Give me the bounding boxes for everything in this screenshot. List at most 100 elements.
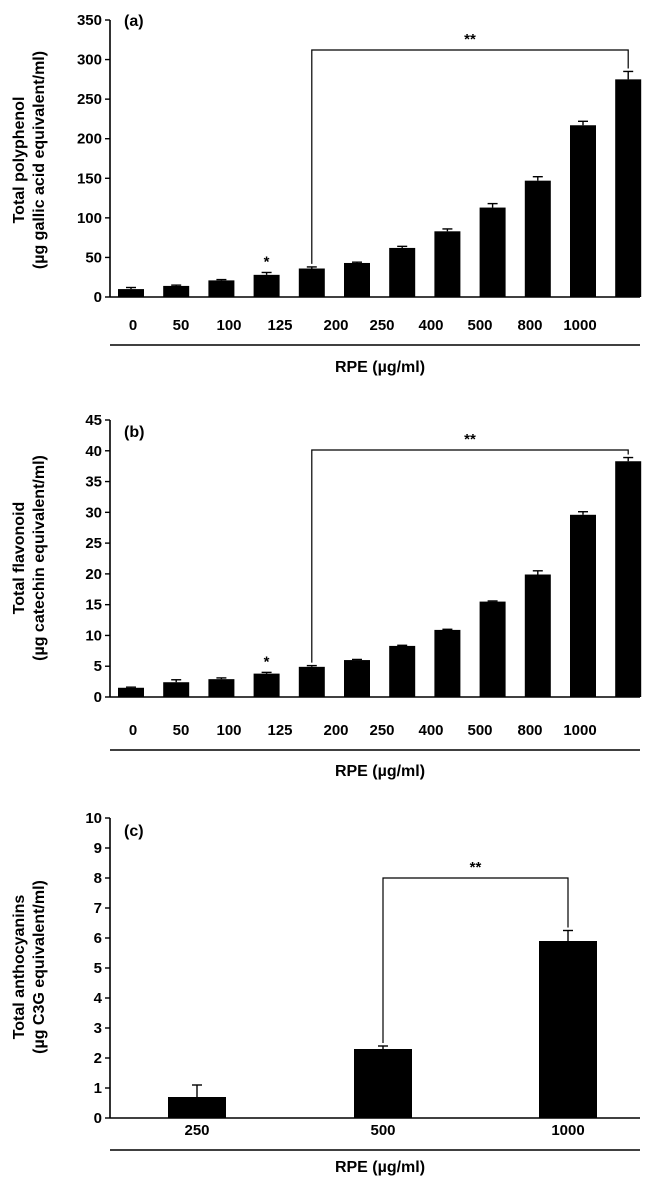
- plot-area: 0 50 100 150 200 250 300 350 0 50 100 125 200 250 400 5…: [77, 12, 642, 346]
- y-axis-title-line2: (µg C3G equivalent/ml): [31, 880, 48, 1054]
- bar: [208, 679, 235, 697]
- bar: [253, 274, 280, 297]
- x-tick-label: 400: [418, 722, 443, 739]
- y-axis-title-line1: Total polyphenol: [11, 97, 28, 224]
- significance-marker: *: [264, 253, 270, 270]
- x-tick-label: 800: [517, 722, 542, 739]
- y-axis-title-line1: Total anthocyanins: [11, 895, 28, 1040]
- bar: [479, 207, 506, 297]
- panel-b: (b) Total flavonoid (µg catechin equival…: [11, 412, 642, 780]
- y-tick-label: 350: [77, 12, 102, 29]
- significance-marker: **: [464, 431, 476, 448]
- bar: [208, 280, 235, 297]
- y-tick-label: 50: [85, 249, 102, 266]
- bar: [163, 682, 190, 697]
- y-tick-label: 250: [77, 91, 102, 108]
- y-tick-label: 15: [85, 597, 102, 614]
- x-axis-title: RPE (µg/ml): [335, 763, 425, 780]
- x-tick-label: 200: [323, 722, 348, 739]
- bar: [298, 666, 325, 697]
- y-axis-title: Total flavonoid (µg catechin equivalent/…: [11, 455, 48, 661]
- plot-area: 0 1 2 3 4 5 6 7 8 9 10 250 500 1000 **: [85, 810, 640, 1151]
- bar: [434, 231, 461, 297]
- panel-label: (c): [124, 823, 144, 840]
- x-tick-label: 0: [129, 317, 137, 334]
- x-tick-label: 500: [467, 317, 492, 334]
- y-axis-title-line2: (µg gallic acid equivalent/ml): [31, 51, 48, 269]
- panel-label: (b): [124, 424, 144, 441]
- y-tick-label: 40: [85, 443, 102, 460]
- bar: [615, 461, 642, 697]
- x-tick-label: 0: [129, 722, 137, 739]
- y-tick-label: 10: [85, 810, 102, 827]
- y-tick-label: 5: [94, 960, 102, 977]
- panel-a: (a) Total polyphenol (µg gallic acid equ…: [11, 12, 642, 376]
- bar: [615, 79, 642, 297]
- x-tick-label: 500: [370, 1122, 395, 1139]
- x-tick-label: 500: [467, 722, 492, 739]
- y-tick-label: 0: [94, 289, 102, 306]
- y-tick-label: 200: [77, 131, 102, 148]
- significance-marker: **: [470, 859, 482, 876]
- y-tick-label: 30: [85, 504, 102, 521]
- y-tick-label: 45: [85, 412, 102, 429]
- y-tick-label: 4: [94, 990, 103, 1007]
- x-tick-label: 50: [173, 317, 190, 334]
- y-tick-label: 35: [85, 474, 102, 491]
- x-tick-label: 200: [323, 317, 348, 334]
- y-tick-label: 6: [94, 930, 102, 947]
- y-tick-label: 9: [94, 840, 102, 857]
- x-tick-label: 250: [184, 1122, 209, 1139]
- significance-bracket: [311, 449, 629, 663]
- bar: [118, 289, 144, 297]
- y-axis-title: Total anthocyanins (µg C3G equivalent/ml…: [11, 880, 48, 1054]
- bar: [479, 601, 506, 697]
- y-axis-title: Total polyphenol (µg gallic acid equival…: [11, 51, 48, 269]
- bar: [118, 687, 144, 697]
- y-axis-title-line1: Total flavonoid: [11, 502, 28, 615]
- y-axis-title-line2: (µg catechin equivalent/ml): [31, 455, 48, 661]
- significance-bracket: [382, 877, 569, 1043]
- y-tick-label: 5: [94, 658, 102, 675]
- x-tick-label: 100: [216, 722, 241, 739]
- y-tick-label: 150: [77, 170, 102, 187]
- x-tick-label: 50: [173, 722, 190, 739]
- y-tick-label: 7: [94, 900, 102, 917]
- x-tick-label: 1000: [551, 1122, 584, 1139]
- x-tick-label: 1000: [563, 722, 596, 739]
- bar: [344, 262, 370, 297]
- y-tick-label: 0: [94, 689, 102, 706]
- bar: [539, 941, 597, 1118]
- y-tick-label: 100: [77, 210, 102, 227]
- y-tick-label: 0: [94, 1110, 102, 1127]
- x-tick-label: 800: [517, 317, 542, 334]
- y-tick-label: 1: [94, 1080, 102, 1097]
- bar: [570, 514, 596, 697]
- panel-c: (c) Total anthocyanins (µg C3G equivalen…: [11, 810, 640, 1176]
- bar: [524, 180, 551, 297]
- x-tick-label: 125: [267, 317, 292, 334]
- x-tick-label: 400: [418, 317, 443, 334]
- plot-area: 0 5 10 15 20 25 30 35 40 45 0 50 100 125 200 250 400 500 8…: [85, 412, 642, 751]
- bar: [389, 645, 416, 697]
- significance-marker: **: [464, 31, 476, 48]
- bar: [354, 1049, 412, 1118]
- y-tick-label: 3: [94, 1020, 102, 1037]
- bar: [253, 673, 280, 697]
- bar: [570, 125, 596, 297]
- bar: [524, 574, 551, 697]
- y-tick-label: 25: [85, 535, 102, 552]
- y-tick-label: 300: [77, 52, 102, 69]
- bar: [298, 268, 325, 297]
- y-tick-label: 10: [85, 627, 102, 644]
- significance-marker: *: [264, 653, 270, 670]
- x-axis-title: RPE (µg/ml): [335, 359, 425, 376]
- x-axis-title: RPE (µg/ml): [335, 1159, 425, 1176]
- bar: [163, 285, 190, 297]
- bar: [389, 247, 416, 297]
- x-tick-label: 250: [369, 317, 394, 334]
- x-tick-label: 1000: [563, 317, 596, 334]
- bar: [344, 660, 370, 697]
- x-tick-label: 100: [216, 317, 241, 334]
